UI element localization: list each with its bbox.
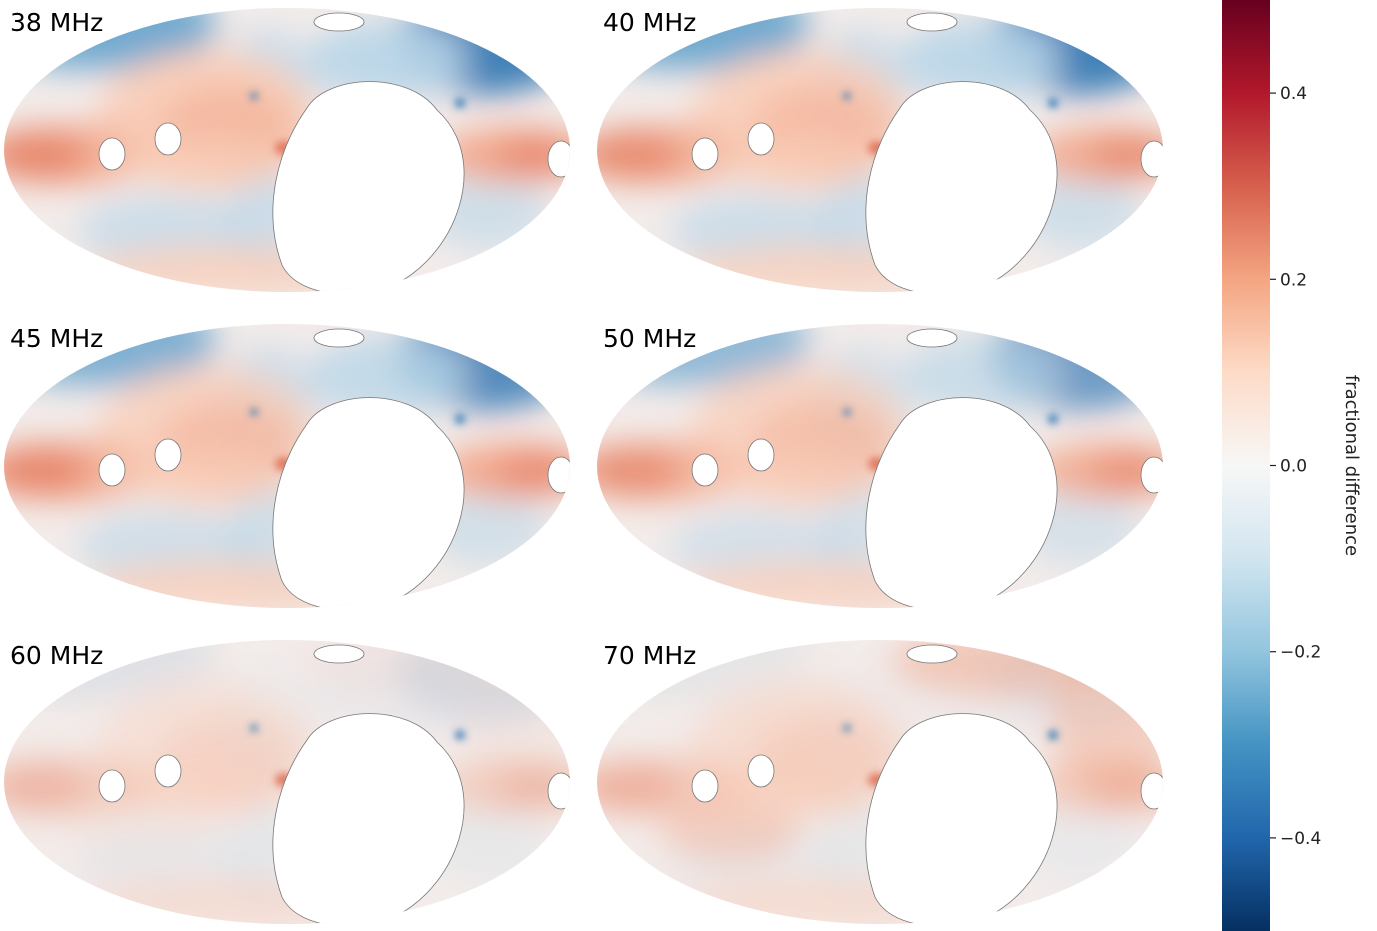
sky-map-panel	[597, 640, 1163, 924]
map-source	[843, 92, 851, 100]
colorbar-gradient	[1222, 0, 1270, 931]
map-region	[690, 769, 870, 805]
map-source	[250, 724, 258, 732]
map-region	[97, 137, 277, 173]
map-region	[900, 336, 1060, 416]
mask-region	[547, 456, 570, 494]
panel-title: 70 MHz	[603, 641, 696, 670]
mask-region	[547, 140, 570, 178]
mask-region	[747, 438, 775, 472]
map-region	[597, 765, 680, 809]
mask-region	[747, 754, 775, 788]
masked-regions	[691, 644, 1163, 924]
mask-region	[98, 769, 126, 803]
map-region	[660, 802, 800, 862]
map-region	[97, 453, 277, 489]
sky-map-panel	[597, 8, 1163, 292]
panel-title: 60 MHz	[10, 641, 103, 670]
masked-regions	[691, 12, 1163, 292]
panel-title: 38 MHz	[10, 8, 103, 37]
mask-region	[691, 453, 719, 487]
mask-region	[313, 328, 365, 348]
mask-region	[154, 754, 182, 788]
masked-regions	[98, 644, 570, 924]
panel-title: 40 MHz	[603, 8, 696, 37]
colorbar-tick-label: −0.2	[1280, 643, 1321, 663]
map-source	[843, 408, 851, 416]
map-structure	[597, 640, 1163, 924]
mask-region	[313, 12, 365, 32]
map-region	[97, 769, 277, 805]
map-region	[597, 133, 680, 177]
masked-regions	[98, 12, 570, 292]
mask-region	[154, 122, 182, 156]
mask-region	[691, 769, 719, 803]
map-region	[67, 802, 207, 862]
colorbar-tick-label: −0.4	[1280, 829, 1321, 849]
map-region	[307, 336, 467, 416]
mask-region	[313, 644, 365, 664]
map-source	[455, 730, 465, 740]
map-source	[1048, 730, 1058, 740]
map-region	[690, 137, 870, 173]
map-source	[843, 724, 851, 732]
mask-region	[154, 438, 182, 472]
map-source	[1048, 414, 1058, 424]
map-region	[597, 449, 680, 493]
mask-region	[98, 453, 126, 487]
panel-title: 45 MHz	[10, 324, 103, 353]
sky-map-panels: 38 MHz 40 MHz 45 MHz 50 MHz 60 MHz 70 MHz	[4, 8, 1163, 924]
map-region	[4, 765, 87, 809]
map-source	[455, 98, 465, 108]
colorbar-tick-label: 0.2	[1280, 270, 1307, 290]
mask-region	[747, 122, 775, 156]
mask-region	[906, 12, 958, 32]
mask-region	[691, 137, 719, 171]
map-region	[690, 453, 870, 489]
sky-map-panel	[4, 8, 570, 292]
colorbar-tick-label: 0.0	[1280, 457, 1307, 477]
map-region	[4, 133, 87, 177]
map-region	[900, 20, 1060, 100]
map-source	[1048, 98, 1058, 108]
mask-region	[98, 137, 126, 171]
masked-regions	[98, 328, 570, 608]
colorbar-label: fractional difference	[1341, 375, 1362, 556]
map-source	[250, 92, 258, 100]
panel-title: 50 MHz	[603, 324, 696, 353]
mask-region	[906, 328, 958, 348]
mask-region	[1140, 140, 1163, 178]
map-region	[307, 20, 467, 100]
map-source	[250, 408, 258, 416]
map-region	[4, 449, 87, 493]
mask-region	[1140, 772, 1163, 810]
map-region	[457, 652, 570, 792]
map-source	[455, 414, 465, 424]
mask-region	[1140, 456, 1163, 494]
mask-region	[547, 772, 570, 810]
map-region	[1050, 652, 1163, 792]
colorbar-tick-label: 0.4	[1280, 84, 1307, 104]
colorbar: −0.4 −0.2 0.0 0.2 0.4 fractional difference	[1222, 0, 1362, 931]
mask-region	[906, 644, 958, 664]
